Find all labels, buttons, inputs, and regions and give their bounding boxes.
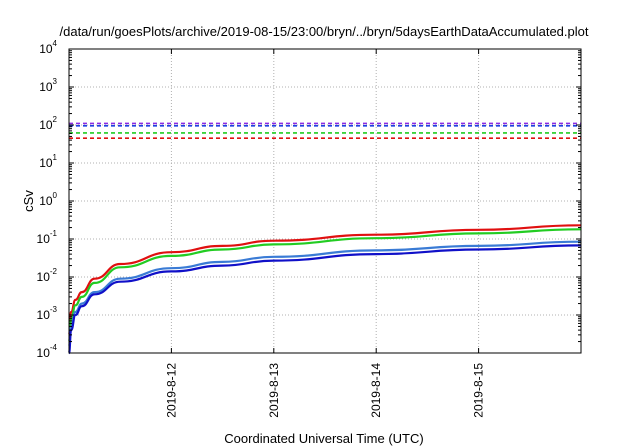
y-tick-label: 103: [39, 77, 57, 94]
x-tick-label: 2019-8-15: [472, 363, 486, 418]
x-tick-label: 2019-8-12: [164, 363, 178, 418]
y-tick-label: 10-3: [37, 305, 58, 322]
x-tick-label: 2019-8-14: [369, 363, 383, 418]
x-axis-ticks: 2019-8-12 2019-8-13 2019-8-14 2019-8-15: [164, 49, 486, 418]
grid: [69, 49, 581, 353]
series-line: [67, 244, 582, 355]
y-axis-label: cSv: [21, 190, 36, 212]
y-tick-label: 10-4: [37, 343, 58, 360]
series-line: [67, 228, 582, 343]
series-lines: [67, 224, 582, 355]
series-line: [67, 224, 582, 336]
series-line: [67, 240, 582, 348]
x-tick-label: 2019-8-13: [267, 363, 281, 418]
y-axis-ticks: 10-4 10-3 10-2 10-1 100 101 102 103 104: [37, 39, 581, 360]
y-tick-label: 10-2: [37, 267, 58, 284]
y-tick-label: 100: [39, 191, 57, 208]
y-tick-label: 101: [39, 153, 57, 170]
y-tick-label: 10-1: [37, 229, 58, 246]
y-tick-label: 104: [39, 39, 57, 56]
threshold-lines: [69, 122, 581, 139]
y-tick-label: 102: [39, 115, 57, 132]
x-axis-label: Coordinated Universal Time (UTC): [224, 431, 423, 446]
chart-title: /data/run/goesPlots/archive/2019-08-15/2…: [60, 24, 589, 39]
